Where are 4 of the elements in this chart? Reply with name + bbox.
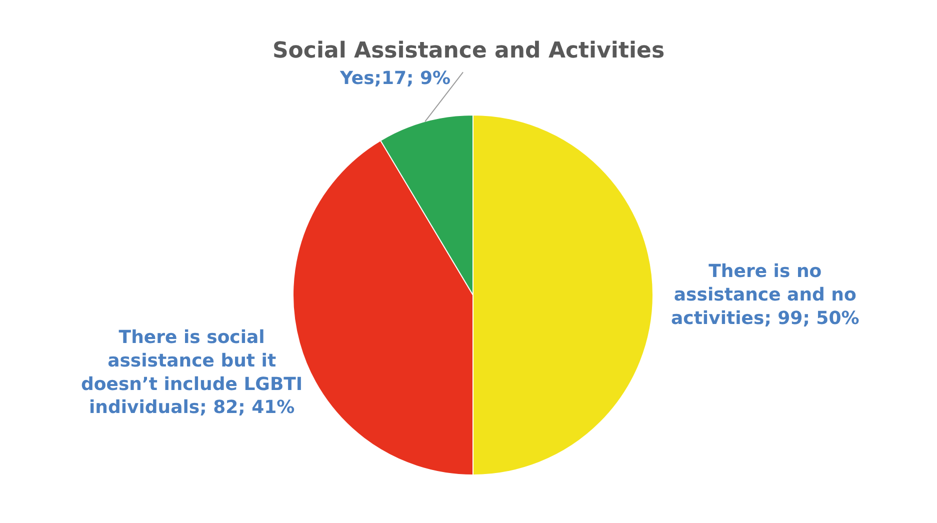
- chart-title: Social Assistance and Activities: [272, 38, 665, 64]
- slice-label: There is social assistance but it doesn’t include LGBTI individuals; 82; 41%: [81, 327, 303, 418]
- slice-label: Yes;17; 9%: [339, 68, 451, 89]
- slice-label: There is no assistance and no activities; 99; 50%: [671, 261, 860, 329]
